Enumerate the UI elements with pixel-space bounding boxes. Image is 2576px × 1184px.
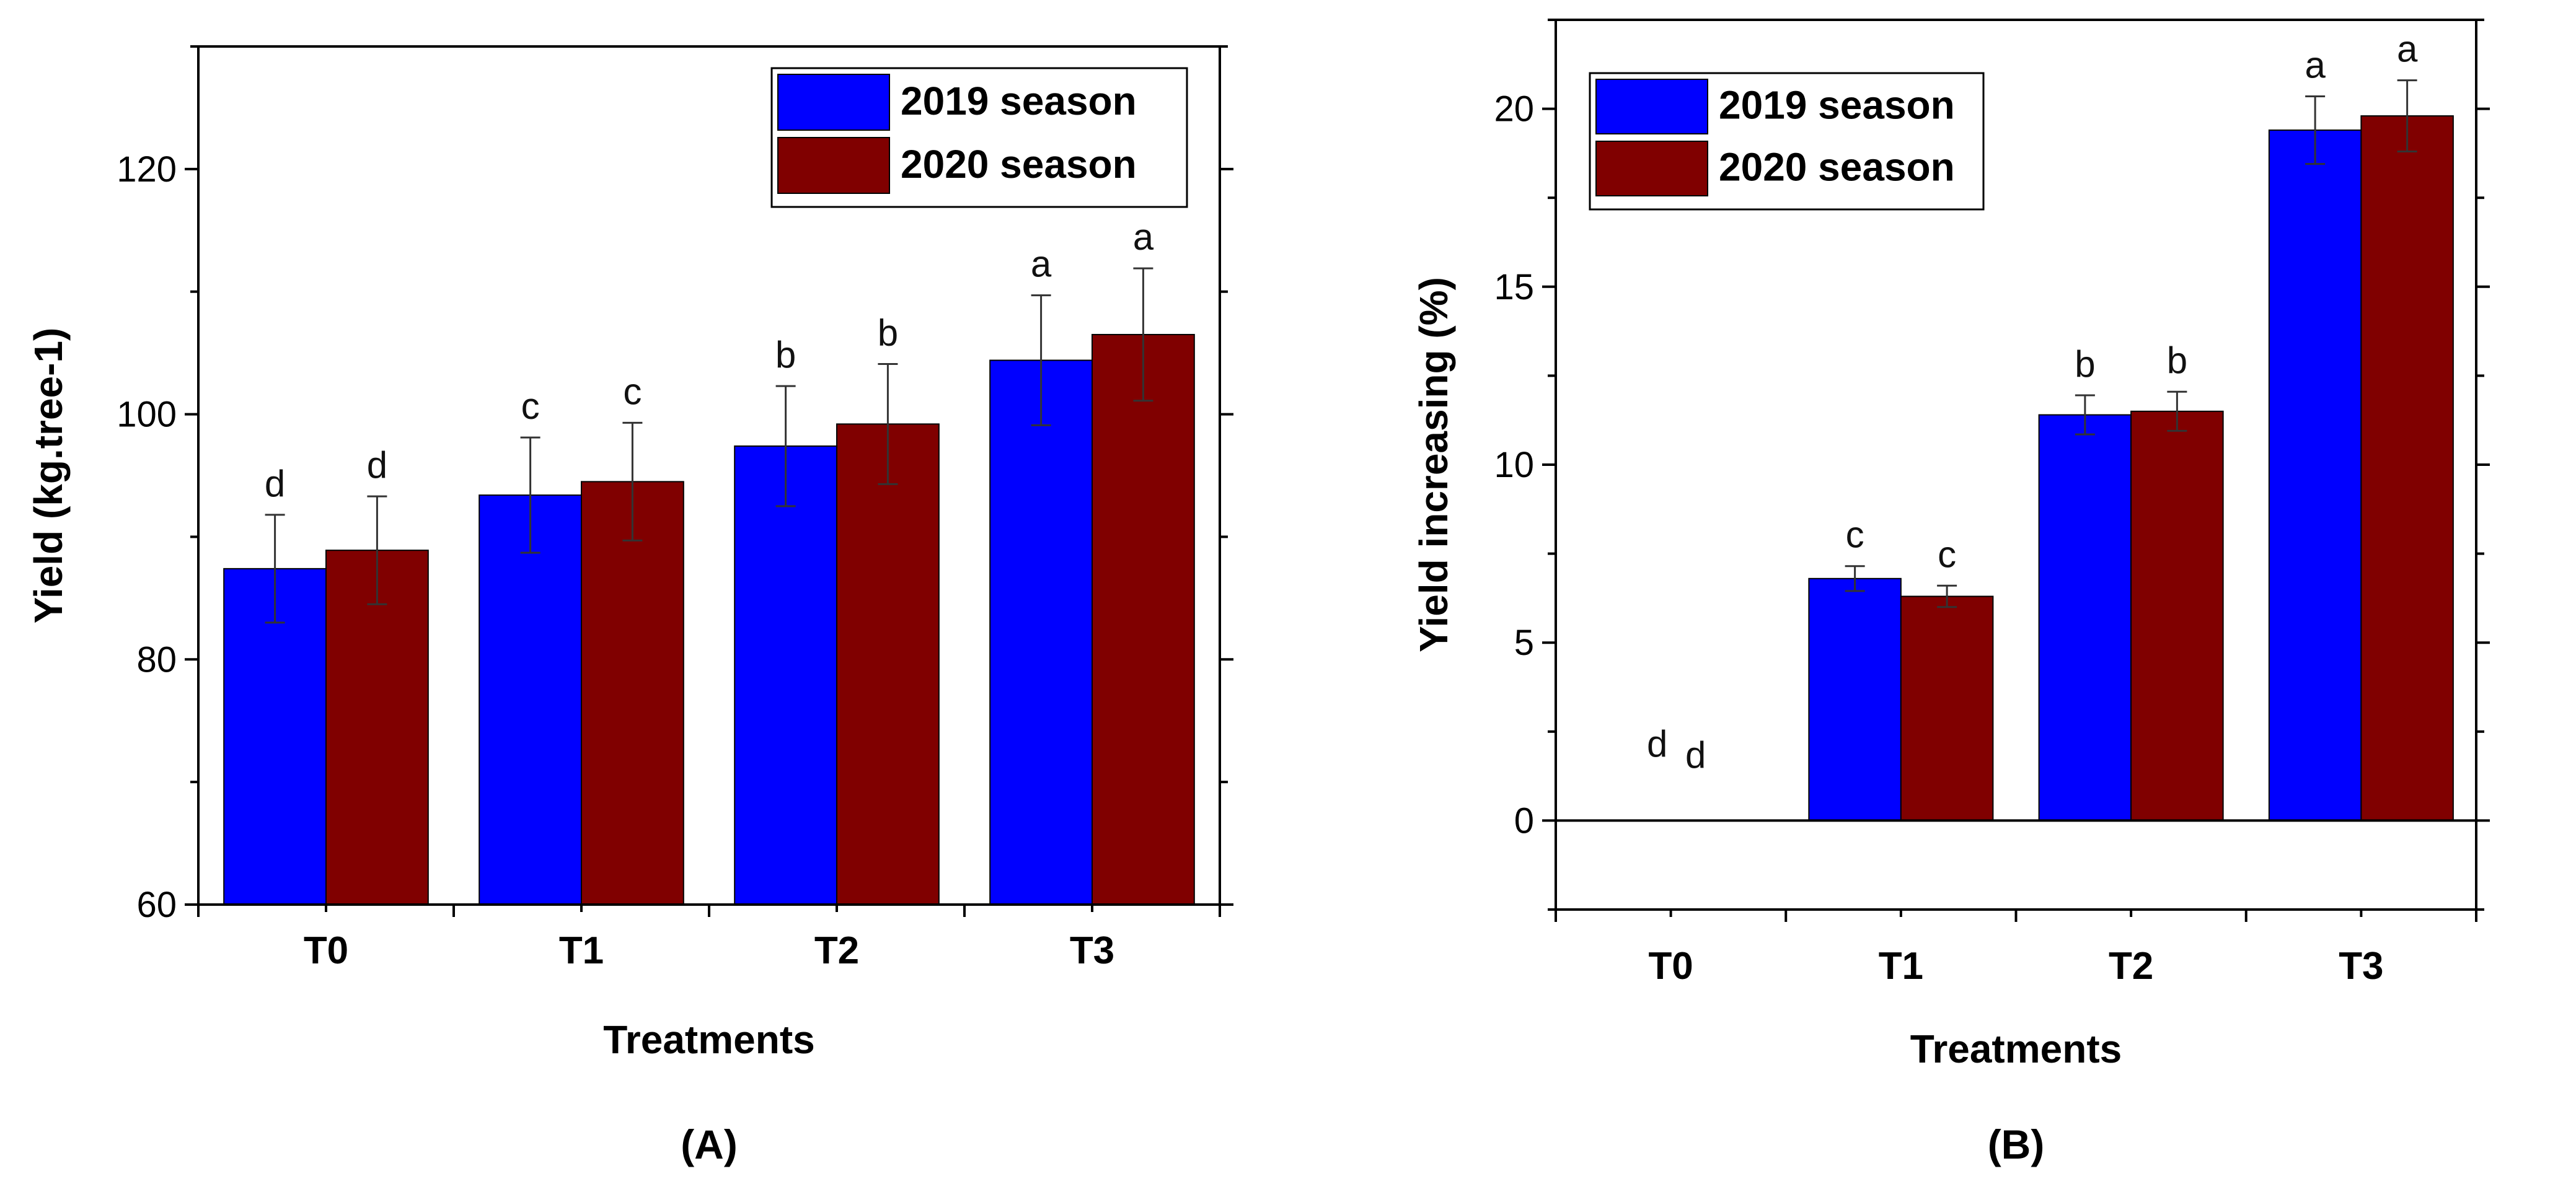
bar-t2-1 [2130, 410, 2224, 822]
significance-letter: d [367, 444, 387, 486]
bar-t0-0 [223, 568, 327, 905]
legend-swatch-0 [777, 74, 890, 131]
bar-t1-0 [1808, 577, 1902, 822]
y-tick-label: 5 [1514, 623, 1534, 663]
x-tick-label-t1: T1 [559, 929, 604, 972]
y-tick-label: 80 [136, 639, 177, 680]
legend-swatch-0 [1595, 79, 1708, 134]
x-tick-label-t2: T2 [2109, 945, 2153, 988]
panel-b-chart: d c b a d c b a 0 5 10 15 20 T0 T1 T2 T3 Treatments Yield … [1411, 19, 2490, 1167]
bar-t2-1 [836, 423, 940, 905]
significance-letter: a [2397, 29, 2418, 70]
significance-letter: d [1647, 723, 1667, 765]
legend-label-0: 2019 season [901, 79, 1137, 123]
y-axis-title: Yield (kg.tree-1) [26, 328, 71, 624]
bar-t2-0 [734, 445, 837, 905]
significance-letter: d [265, 463, 285, 504]
significance-letter: c [1938, 533, 1956, 575]
y-tick-label: 60 [136, 885, 177, 925]
x-tick-label-t0: T0 [1648, 945, 1693, 988]
bar-t3-0 [2268, 129, 2362, 822]
bar-t3-1 [1092, 333, 1195, 905]
legend-label-1: 2020 season [1719, 144, 1955, 189]
y-tick-label: 20 [1494, 89, 1534, 129]
significance-letter: a [2305, 44, 2326, 86]
legend-label-1: 2020 season [901, 142, 1137, 186]
panel-label: (B) [1988, 1121, 2045, 1167]
x-tick-label-t0: T0 [304, 929, 348, 972]
y-tick-label: 0 [1514, 800, 1534, 841]
significance-letter: c [521, 385, 540, 427]
significance-letter: d [1685, 734, 1706, 776]
x-axis-title: Treatments [603, 1017, 814, 1062]
y-tick-label: 15 [1494, 267, 1534, 307]
bar-t2-0 [2038, 414, 2132, 822]
significance-letter: c [1846, 514, 1864, 556]
significance-letter: b [2167, 340, 2187, 381]
x-tick-label-t3: T3 [1070, 929, 1114, 972]
bar-t0-1 [325, 550, 429, 905]
significance-letter: b [878, 312, 898, 353]
x-axis-title: Treatments [1910, 1027, 2122, 1071]
significance-letter: b [775, 334, 796, 375]
bar-t3-0 [989, 359, 1093, 905]
bar-t1-0 [479, 494, 583, 905]
significance-letter: a [1031, 243, 1052, 285]
legend-swatch-1 [1595, 141, 1708, 196]
bar-t3-1 [2360, 115, 2454, 822]
x-tick-label-t2: T2 [814, 929, 859, 972]
x-tick-label-t1: T1 [1879, 945, 1923, 988]
significance-letter: b [2075, 343, 2095, 385]
y-tick-label: 10 [1494, 445, 1534, 485]
bar-t1-1 [581, 481, 684, 905]
y-axis-title: Yield increasing (%) [1411, 277, 1456, 652]
y-tick-label: 120 [117, 149, 177, 190]
legend-swatch-1 [777, 137, 890, 194]
panel-label: (A) [681, 1121, 738, 1167]
panel-a-chart: d c b a d c b a 60 80 100 120 T0 T1 T2 T3 Treatments Yiel… [26, 45, 1233, 1167]
legend-label-0: 2019 season [1719, 82, 1955, 127]
bar-t1-1 [1900, 595, 1994, 822]
x-tick-label-t3: T3 [2339, 945, 2383, 988]
y-tick-label: 100 [117, 395, 177, 435]
significance-letter: a [1133, 216, 1154, 258]
significance-letter: c [623, 371, 642, 412]
